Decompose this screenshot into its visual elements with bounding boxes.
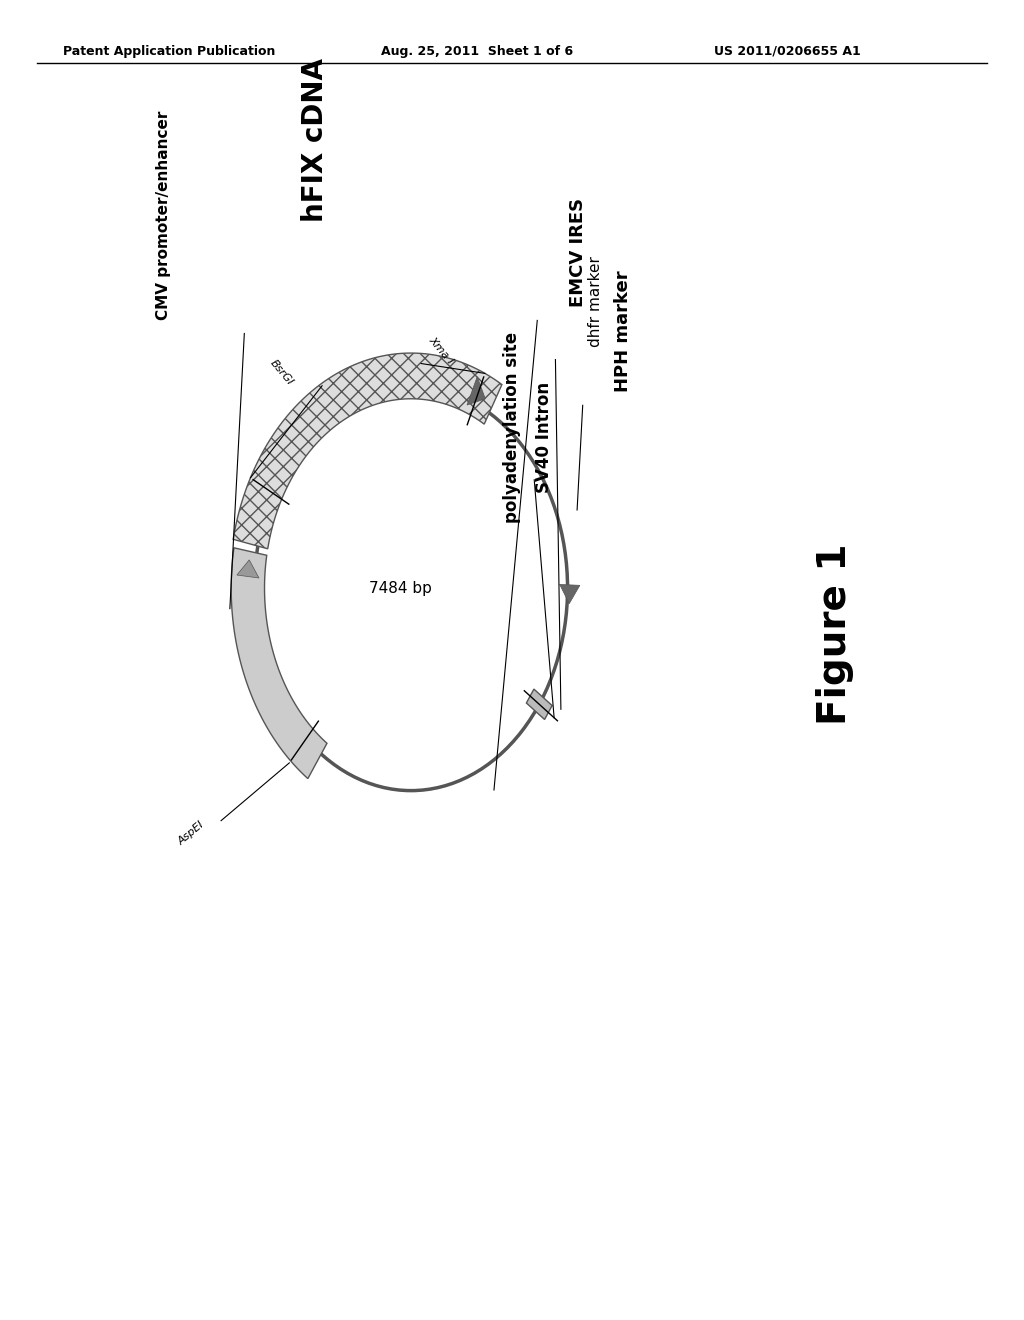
Text: EMCV IRES: EMCV IRES	[568, 198, 587, 308]
Polygon shape	[231, 548, 327, 779]
Polygon shape	[233, 352, 502, 549]
Text: Figure 1: Figure 1	[816, 543, 854, 725]
Polygon shape	[560, 585, 580, 603]
Text: 7484 bp: 7484 bp	[370, 581, 432, 595]
Text: polyadenylation site: polyadenylation site	[503, 331, 521, 523]
Text: Aug. 25, 2011  Sheet 1 of 6: Aug. 25, 2011 Sheet 1 of 6	[381, 45, 572, 58]
Text: CMV promoter/enhancer: CMV promoter/enhancer	[156, 111, 171, 321]
Text: BsrGI: BsrGI	[268, 358, 295, 387]
Text: AspEI: AspEI	[176, 820, 206, 847]
Text: dhfr marker: dhfr marker	[589, 256, 603, 347]
Polygon shape	[526, 689, 552, 719]
Text: HPH marker: HPH marker	[614, 271, 632, 392]
Text: hFIX cDNA: hFIX cDNA	[301, 58, 329, 223]
Text: US 2011/0206655 A1: US 2011/0206655 A1	[714, 45, 861, 58]
Polygon shape	[467, 376, 485, 405]
Text: Xma I: Xma I	[427, 335, 456, 366]
Text: SV40 Intron: SV40 Intron	[536, 381, 553, 492]
Text: Patent Application Publication: Patent Application Publication	[62, 45, 274, 58]
Polygon shape	[237, 560, 259, 578]
